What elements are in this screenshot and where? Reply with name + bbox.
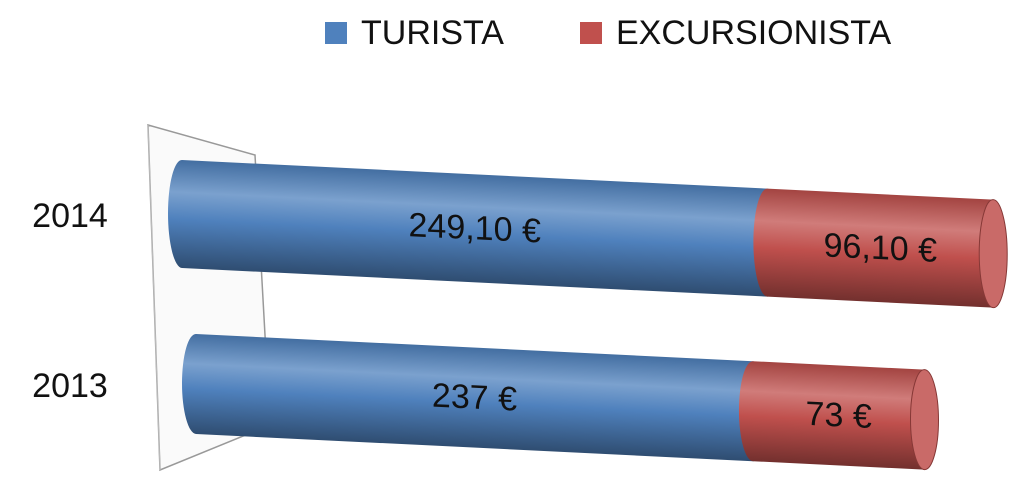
- bar-end-cap: [910, 369, 939, 471]
- bar-segment: [168, 159, 782, 297]
- wall-edge: [147, 124, 161, 471]
- legend-label: TURISTA: [361, 14, 504, 52]
- data-label: 249,10 €: [409, 206, 541, 250]
- data-label: 237 €: [432, 377, 517, 419]
- bar-segment: [753, 188, 1008, 308]
- bar-group: 249,10 € 96,10 €: [168, 159, 1008, 309]
- legend-label: EXCURSIONISTA: [616, 14, 892, 52]
- bar-end-cap: [978, 199, 1008, 309]
- category-label: 2014: [32, 197, 108, 235]
- bar-segment: [182, 333, 767, 462]
- data-label: 96,10 €: [824, 226, 938, 270]
- bar-segment: [738, 361, 939, 470]
- data-label: 73 €: [806, 395, 872, 436]
- category-label: 2013: [32, 367, 108, 405]
- bar-group: 237 € 73 €: [182, 333, 939, 471]
- legend-swatch: [580, 22, 602, 44]
- legend-swatch: [325, 22, 347, 44]
